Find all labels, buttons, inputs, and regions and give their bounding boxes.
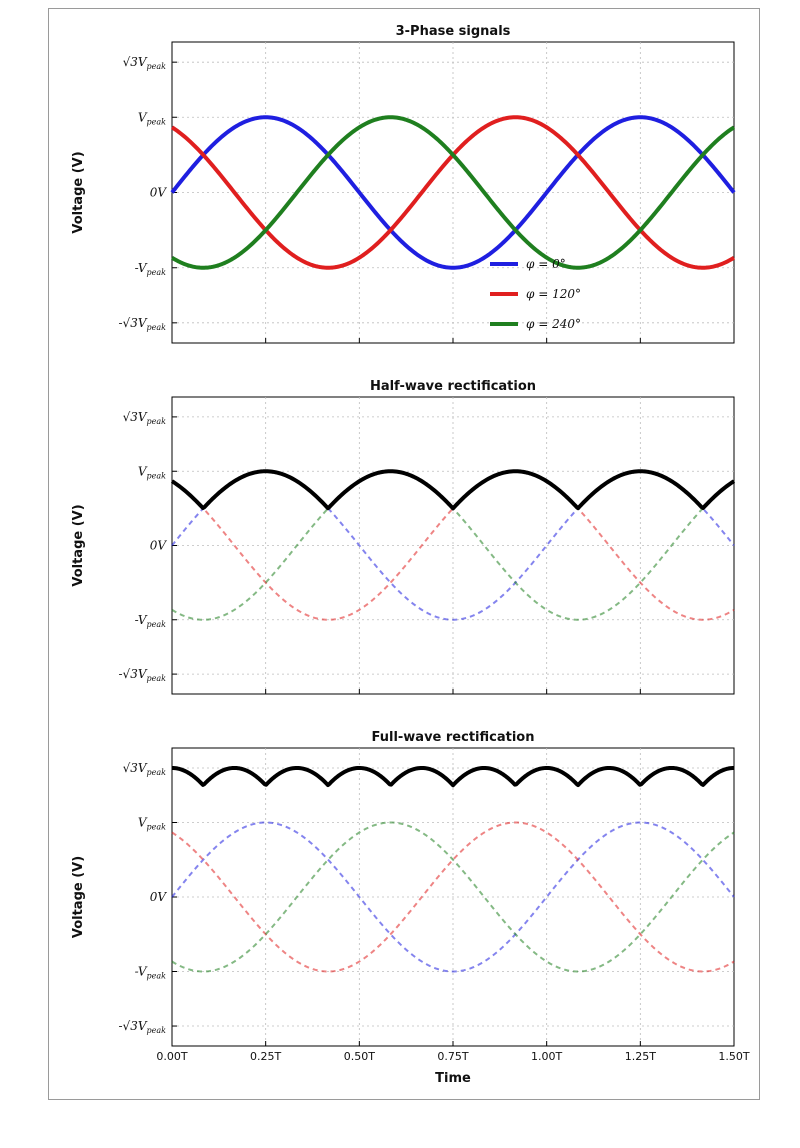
- chart-title: Full-wave rectification: [372, 730, 535, 745]
- x-tick-label: 0.50T: [344, 1050, 375, 1063]
- y-tick-label: -√3Vpeak: [119, 1019, 167, 1035]
- chart-panel-1: 3-Phase signals Voltage (V) √3Vpeak Vpeak 0V…: [71, 24, 736, 344]
- chart-title: Half-wave rectification: [370, 379, 536, 394]
- y-tick-label: -√3Vpeak: [119, 315, 167, 331]
- y-tick-label: -Vpeak: [135, 612, 166, 628]
- y-axis-label: Voltage (V): [71, 151, 86, 233]
- x-tick-label: 0.25T: [250, 1050, 281, 1063]
- series-line-1: [171, 821, 735, 973]
- y-tick-label: -Vpeak: [135, 964, 166, 980]
- chart-title: 3-Phase signals: [396, 24, 511, 39]
- chart-panel-2: Half-wave rectification Voltage (V) √3Vpea…: [71, 379, 736, 695]
- y-tick-label: -√3Vpeak: [119, 667, 167, 683]
- series-line-4: [170, 469, 736, 511]
- series-line-3: [170, 115, 736, 270]
- y-tick-label: 0V: [150, 538, 168, 552]
- x-tick-label: 1.00T: [531, 1050, 562, 1063]
- y-tick-label: 0V: [150, 185, 168, 199]
- y-tick-label: √3Vpeak: [123, 760, 167, 776]
- y-tick-label: √3Vpeak: [123, 55, 167, 71]
- x-tick-label: 0.75T: [437, 1050, 468, 1063]
- legend-label: φ = 240°: [526, 317, 581, 331]
- series-line-2: [171, 470, 735, 621]
- y-tick-label: -Vpeak: [135, 260, 166, 276]
- y-tick-label: Vpeak: [138, 815, 166, 831]
- series-line-4: [171, 765, 735, 788]
- y-tick-label: Vpeak: [138, 464, 166, 480]
- x-tick-label: 1.50T: [718, 1050, 749, 1063]
- chart-panel-3: Full-wave rectification Voltage (V) √3Vpea…: [71, 730, 750, 1086]
- series-line-3: [171, 821, 735, 973]
- series-line-1: [170, 115, 736, 270]
- y-tick-label: 0V: [150, 890, 168, 904]
- legend-label: φ = 120°: [526, 287, 581, 301]
- y-tick-label: Vpeak: [138, 110, 166, 126]
- x-tick-label: 1.25T: [625, 1050, 656, 1063]
- legend-label: φ = 0°: [526, 257, 566, 271]
- x-axis-label: Time: [435, 1071, 471, 1086]
- x-tick-label: 0.00T: [156, 1050, 187, 1063]
- y-axis-label: Voltage (V): [71, 504, 86, 586]
- y-axis-label: Voltage (V): [71, 856, 86, 938]
- y-tick-label: √3Vpeak: [123, 409, 167, 425]
